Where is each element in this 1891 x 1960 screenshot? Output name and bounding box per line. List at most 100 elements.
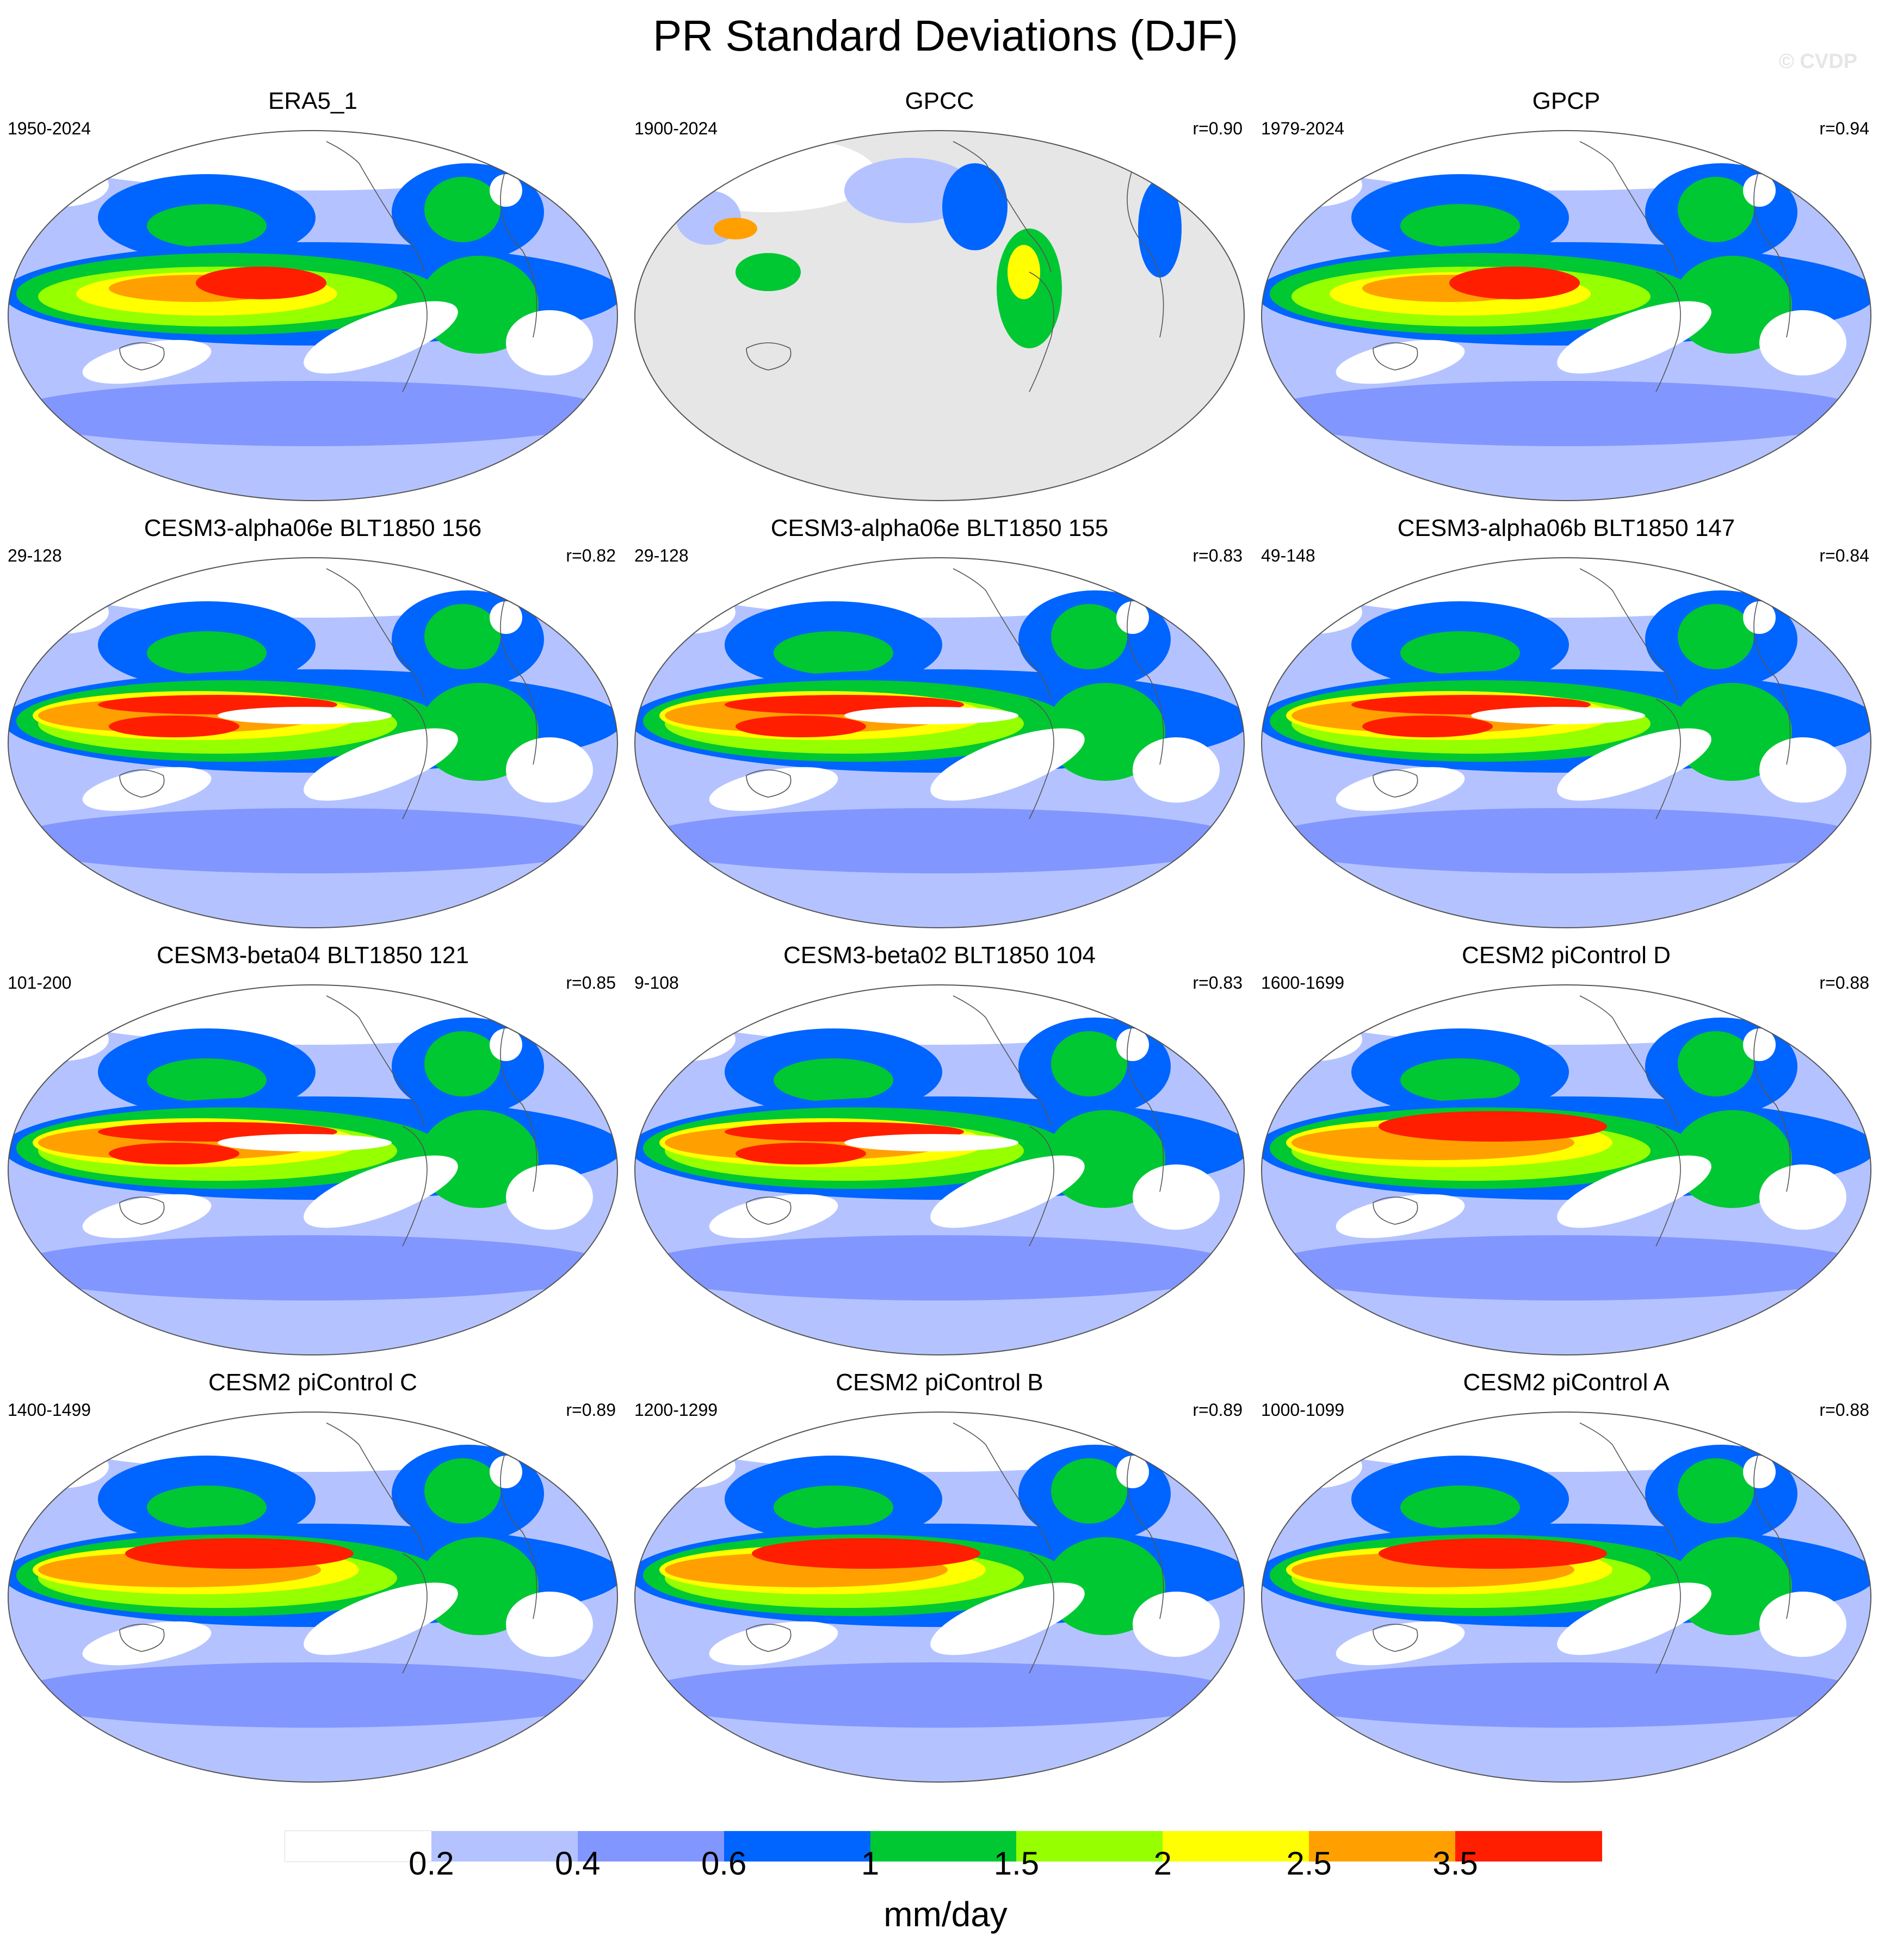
- atlantic-africa-band: [419, 1537, 539, 1635]
- southeast-pacific-dry: [1557, 1155, 1711, 1228]
- coastline: [1373, 769, 1418, 798]
- panel-correlation: r=0.84: [1819, 546, 1869, 565]
- coastline: [402, 1126, 428, 1247]
- panel-correlation: r=0.90: [1192, 119, 1243, 138]
- coastline: [1612, 163, 1678, 273]
- north-atlantic-core: [424, 177, 500, 242]
- map-panel: CESM3-alpha06e BLT1850 156 29-128 r=0.82: [0, 514, 626, 939]
- south-atlantic-dry: [1759, 1164, 1846, 1230]
- map-border: [8, 1412, 618, 1783]
- south-atlantic-dry: [506, 737, 593, 803]
- south-atlantic-dry: [1133, 1592, 1220, 1657]
- map-field: [635, 131, 1244, 501]
- southeast-pacific-dry: [930, 1582, 1085, 1655]
- atlantic-africa-band: [1046, 683, 1165, 781]
- antarctic-field: [1262, 884, 1871, 928]
- coastline: [1753, 595, 1791, 765]
- coastline: [1655, 699, 1681, 819]
- central-asia-dry: [638, 590, 736, 634]
- panel-years: 1200-1299: [634, 1400, 718, 1420]
- cold-tongue-low: [844, 1134, 1018, 1151]
- panel-title: GPCC: [905, 88, 974, 114]
- south-atlantic-dry: [1133, 1164, 1220, 1230]
- coastline: [985, 590, 1052, 700]
- central-pacific-max: [752, 1538, 980, 1569]
- southern-storm-band: [8, 808, 617, 873]
- colorbar-units: mm/day: [883, 1895, 1008, 1934]
- map-panel: CESM3-beta04 BLT1850 121 101-200 r=0.85: [0, 941, 626, 1366]
- coastline: [1612, 1017, 1678, 1127]
- world-map: [1261, 557, 1871, 928]
- world-map: [634, 557, 1245, 928]
- figure-title: PR Standard Deviations (DJF): [653, 11, 1238, 60]
- watermark: © CVDP: [1778, 50, 1857, 73]
- panel-title: CESM2 piControl B: [836, 1369, 1043, 1396]
- world-map: [634, 984, 1245, 1355]
- sahara-dry: [1743, 601, 1776, 634]
- world-map: [8, 557, 618, 928]
- cold-tongue-low: [218, 1134, 392, 1151]
- south-indian-dry: [709, 1621, 838, 1666]
- coastline: [953, 995, 986, 1018]
- atlantic-africa-band: [1672, 683, 1792, 781]
- coastline: [1753, 1022, 1791, 1192]
- panel-title: CESM2 piControl D: [1462, 942, 1671, 969]
- panel-title: ERA5_1: [268, 88, 357, 114]
- warm-pool-max: [109, 1143, 239, 1164]
- southeast-pacific-dry: [1557, 728, 1711, 801]
- panel-title: CESM3-alpha06e BLT1850 155: [770, 515, 1109, 541]
- map-border: [1261, 984, 1871, 1355]
- central-pacific-max: [1449, 267, 1580, 299]
- colorbar-box: [724, 1831, 871, 1862]
- map-field: [635, 1412, 1244, 1782]
- antarctic-field: [1262, 1311, 1871, 1355]
- south-indian-dry: [82, 1194, 212, 1238]
- arctic-low-field: [8, 558, 617, 618]
- central-pacific-max: [125, 1538, 354, 1569]
- south-indian-dry: [1336, 1194, 1465, 1238]
- coastline: [1579, 995, 1613, 1018]
- coastline: [746, 342, 792, 371]
- map-field: [8, 558, 617, 928]
- arctic-low-field: [635, 558, 1244, 618]
- antarctic-field: [8, 1739, 617, 1782]
- south-atlantic-dry: [506, 310, 593, 375]
- map-border: [634, 557, 1245, 928]
- coastline: [1127, 168, 1164, 338]
- panel-correlation: r=0.89: [566, 1400, 616, 1420]
- colorbar-box: [285, 1830, 432, 1862]
- coastline: [953, 568, 986, 591]
- sahara-dry: [1116, 601, 1149, 634]
- south-atlantic-dry: [1759, 1592, 1846, 1657]
- arctic-low-field: [1262, 131, 1871, 190]
- coastline: [985, 163, 1052, 273]
- colorbar-tick-label: 2: [1153, 1845, 1172, 1882]
- sahara-dry: [490, 1456, 522, 1488]
- south-atlantic-dry: [506, 1592, 593, 1657]
- southern-storm-band: [8, 1235, 617, 1300]
- panel-title: CESM3-beta04 BLT1850 121: [157, 942, 469, 969]
- atlantic-africa-band: [1672, 1537, 1792, 1635]
- world-map: [1261, 984, 1871, 1355]
- coastline: [1753, 1450, 1791, 1619]
- coastline: [326, 1422, 360, 1445]
- southern-storm-band: [635, 1662, 1244, 1728]
- panel-years: 101-200: [8, 973, 72, 993]
- panel-title: CESM2 piControl C: [208, 1369, 417, 1396]
- land-amazon-field: [1008, 245, 1040, 299]
- panel-years: 1900-2024: [634, 119, 718, 138]
- map-border: [1261, 130, 1871, 501]
- central-asia-dry: [1264, 1018, 1362, 1061]
- map-field: [1262, 1412, 1871, 1782]
- map-panel: CESM3-beta02 BLT1850 104 9-108 r=0.83: [627, 941, 1252, 1366]
- map-border: [1261, 1412, 1871, 1783]
- antarctic-field: [635, 1311, 1244, 1355]
- panel-years: 1400-1499: [8, 1400, 91, 1420]
- coastline: [1655, 1126, 1681, 1247]
- southern-storm-band: [635, 1235, 1244, 1300]
- colorbar-box: [1163, 1831, 1310, 1862]
- coastline: [402, 272, 428, 392]
- antarctic-field: [635, 1739, 1244, 1782]
- map-panel: CESM2 piControl D 1600-1699 r=0.88: [1253, 941, 1879, 1366]
- arctic-low-field: [8, 985, 617, 1045]
